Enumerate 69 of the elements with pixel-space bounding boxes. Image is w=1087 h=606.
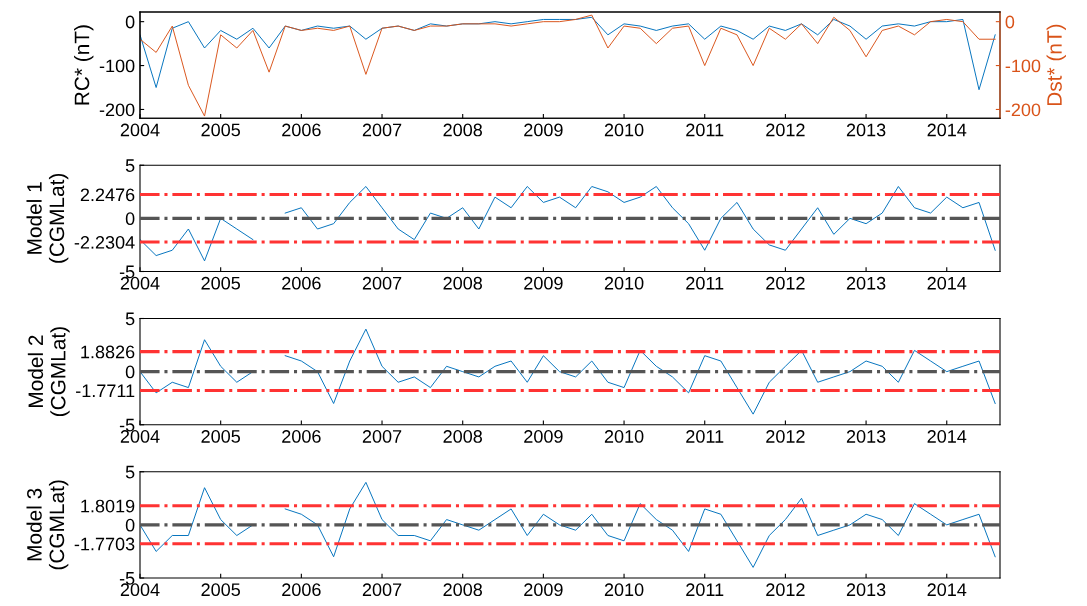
x-tick-label: 2014 xyxy=(927,123,967,137)
x-tick-label: 2005 xyxy=(201,276,240,290)
x-tick-label: 2006 xyxy=(282,123,321,137)
y-tick-label: 5 xyxy=(125,159,135,172)
x-tick-label: 2013 xyxy=(846,276,886,290)
x-tick-label: 2012 xyxy=(766,123,805,137)
y2-tick-label: 0 xyxy=(1005,15,1015,29)
x-tick-label: 2011 xyxy=(686,430,724,443)
x-tick-label: 2008 xyxy=(443,276,482,290)
x-tick-label: 2012 xyxy=(766,276,805,290)
x-tick-label: 2007 xyxy=(362,123,402,137)
x-tick-label: 2006 xyxy=(282,430,321,443)
x-tick-label: 2010 xyxy=(604,583,644,597)
x-tick-label: 2009 xyxy=(524,123,563,137)
y-tick-label: 5 xyxy=(125,465,135,479)
x-tick-label: 2011 xyxy=(686,276,724,290)
x-tick-label: 2006 xyxy=(282,276,321,290)
x-tick-label: 2004 xyxy=(120,123,160,137)
y2-axis-title: Dst* (nT) xyxy=(1046,24,1066,106)
x-tick-label: 2011 xyxy=(686,583,724,597)
y-tick-label: 0 xyxy=(125,518,135,532)
x-tick-label: 2014 xyxy=(927,430,967,443)
x-tick-label: 2005 xyxy=(201,123,240,137)
x-tick-label: 2013 xyxy=(846,123,886,137)
x-tick-label: 2008 xyxy=(443,430,482,443)
x-tick-label: 2009 xyxy=(524,430,563,443)
x-tick-label: 2010 xyxy=(604,123,644,137)
x-tick-label: 2005 xyxy=(201,583,240,597)
y-tick-label: 0 xyxy=(125,212,135,226)
y-tick-label: 1.8826 xyxy=(81,345,135,359)
x-tick-label: 2009 xyxy=(524,276,563,290)
x-tick-label: 2009 xyxy=(524,583,563,597)
y-tick-label: 0 xyxy=(125,15,135,29)
y-axis-title: Model 2 (CGMLat) xyxy=(27,327,70,417)
x-tick-label: 2006 xyxy=(282,583,321,597)
x-tick-label: 2008 xyxy=(443,123,482,137)
y-tick-label: -1.7711 xyxy=(76,384,135,397)
y2-tick-label: -100 xyxy=(1005,59,1041,73)
y-tick-label: -5 xyxy=(119,418,135,432)
y-tick-label: 5 xyxy=(125,312,135,326)
y-tick-label: -200 xyxy=(99,103,135,117)
x-tick-label: 2010 xyxy=(604,430,644,443)
y2-tick-label: -200 xyxy=(1005,103,1041,117)
y-tick-label: 0 xyxy=(125,365,135,379)
x-tick-label: 2004 xyxy=(120,583,160,597)
x-tick-label: 2013 xyxy=(846,583,886,597)
x-tick-label: 2007 xyxy=(362,430,402,443)
x-tick-label: 2014 xyxy=(927,276,967,290)
x-tick-label: 2013 xyxy=(846,430,886,443)
y-tick-label: -2.2304 xyxy=(74,236,135,249)
x-tick-label: 2011 xyxy=(686,123,724,137)
y-axis-title: Model 3 (CGMLat) xyxy=(26,480,69,570)
x-tick-label: 2007 xyxy=(362,583,402,597)
y-axis-title: RC* (nT) xyxy=(74,25,94,105)
x-tick-label: 2007 xyxy=(362,276,402,290)
x-tick-label: 2012 xyxy=(766,583,805,597)
y-tick-label: 1.8019 xyxy=(81,499,135,513)
y-tick-label: -5 xyxy=(119,572,135,585)
x-tick-label: 2008 xyxy=(443,583,482,597)
y-axis-title: Model 1 (CGMLat) xyxy=(26,173,69,263)
x-tick-label: 2004 xyxy=(120,430,160,443)
x-tick-label: 2010 xyxy=(604,276,644,290)
y-tick-label: -1.7703 xyxy=(74,537,135,551)
x-tick-label: 2012 xyxy=(766,430,805,443)
y-tick-label: -100 xyxy=(99,59,135,73)
x-tick-label: 2005 xyxy=(201,430,240,443)
x-tick-label: 2014 xyxy=(927,583,967,597)
y-tick-label: 2.2476 xyxy=(80,188,135,202)
line-series xyxy=(140,14,996,117)
